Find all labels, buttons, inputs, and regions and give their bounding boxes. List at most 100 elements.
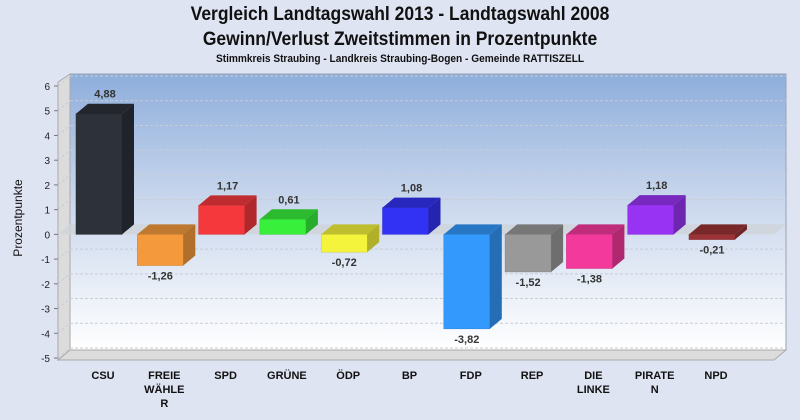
bar-front bbox=[75, 113, 123, 235]
bar-4 bbox=[320, 224, 380, 253]
gridline-side bbox=[57, 273, 71, 285]
bar-side bbox=[183, 224, 196, 266]
y-tick-label: -4 bbox=[41, 329, 50, 340]
gridline-side bbox=[57, 100, 71, 112]
bar-front bbox=[198, 205, 245, 235]
bar-front bbox=[688, 234, 736, 240]
data-label: 4,88 bbox=[94, 89, 115, 101]
bar-5 bbox=[382, 197, 441, 235]
bar-7 bbox=[504, 224, 564, 273]
gridline-side bbox=[57, 347, 71, 359]
y-tick-label: 0 bbox=[44, 230, 50, 241]
data-label: -0,21 bbox=[699, 245, 724, 257]
gridline-side bbox=[57, 322, 71, 334]
bar-side bbox=[428, 197, 441, 235]
bar-front bbox=[259, 219, 307, 235]
data-label: 1,18 bbox=[646, 180, 667, 192]
x-tick-label: REP bbox=[521, 370, 544, 382]
y-tick-label: -2 bbox=[41, 280, 50, 291]
y-tick-label: 1 bbox=[44, 206, 50, 217]
data-label: 1,17 bbox=[217, 180, 238, 192]
bar-side bbox=[612, 224, 625, 269]
x-tick-label: FREIE bbox=[148, 370, 180, 382]
chart-title: Vergleich Landtagswahl 2013 - Landtagswa… bbox=[190, 4, 610, 25]
data-label: -1,38 bbox=[577, 273, 602, 285]
bar-3 bbox=[259, 209, 318, 235]
bar-side bbox=[367, 224, 380, 253]
bar-side bbox=[305, 209, 318, 235]
bar-top bbox=[566, 224, 625, 235]
x-tick-label: FDP bbox=[460, 370, 482, 382]
gridline-side bbox=[57, 75, 71, 87]
bar-front bbox=[627, 204, 674, 235]
x-tick-label: BP bbox=[402, 370, 417, 382]
y-tick-label: -1 bbox=[41, 255, 50, 266]
bar-top bbox=[76, 103, 134, 114]
y-tick-label: -3 bbox=[41, 305, 50, 316]
y-tick-label: 5 bbox=[44, 107, 50, 118]
left-wall bbox=[57, 73, 71, 362]
bar-top bbox=[627, 195, 686, 206]
chart-region-subtitle: Stimmkreis Straubing - Landkreis Straubi… bbox=[215, 53, 585, 65]
bar-side bbox=[735, 224, 747, 240]
chart-subtitle: Gewinn/Verlust Zweitstimmen in Prozentpu… bbox=[202, 29, 598, 50]
bar-9 bbox=[627, 195, 686, 235]
bar-1 bbox=[137, 224, 196, 266]
x-tick-label: N bbox=[651, 384, 659, 396]
x-tick-label: PIRATE bbox=[635, 370, 675, 382]
y-tick-label: 6 bbox=[44, 82, 50, 93]
gridline-side bbox=[57, 125, 71, 136]
data-label: -0,72 bbox=[332, 257, 357, 269]
bar-front bbox=[504, 234, 552, 273]
y-tick-label: -5 bbox=[41, 354, 50, 365]
x-tick-label: GRÜNE bbox=[267, 369, 307, 382]
bar-8 bbox=[566, 224, 625, 269]
bar-side bbox=[244, 195, 257, 235]
floor bbox=[56, 349, 788, 361]
y-axis-label: Prozentpunkte bbox=[11, 179, 25, 257]
bar-front bbox=[382, 207, 429, 235]
bar-side bbox=[489, 224, 502, 329]
data-label: 0,61 bbox=[278, 194, 299, 206]
bar-top bbox=[443, 224, 502, 235]
data-label: -1,26 bbox=[148, 271, 173, 283]
bar-top bbox=[505, 224, 564, 235]
data-label: -3,82 bbox=[454, 334, 479, 346]
bar-front bbox=[320, 234, 368, 253]
x-tick-label: ÖDP bbox=[336, 369, 360, 382]
y-tick-label: 2 bbox=[44, 181, 50, 192]
gridline-side bbox=[57, 174, 71, 186]
x-tick-label: SPD bbox=[214, 370, 237, 382]
x-tick-label: LINKE bbox=[577, 384, 610, 396]
x-tick-label: R bbox=[160, 398, 168, 410]
bar-top bbox=[137, 224, 196, 235]
y-tick-label: 4 bbox=[44, 131, 50, 142]
data-label: -1,52 bbox=[516, 277, 541, 289]
bar-2 bbox=[198, 195, 257, 235]
bar-top bbox=[259, 209, 318, 220]
bar-top bbox=[689, 224, 747, 235]
x-tick-label: NPD bbox=[704, 370, 727, 382]
bar-top bbox=[198, 195, 257, 206]
x-tick-label: CSU bbox=[91, 370, 114, 382]
x-tick-label: DIE bbox=[584, 370, 602, 382]
bar-front bbox=[443, 234, 491, 330]
bar-top bbox=[321, 224, 380, 235]
bar-side bbox=[122, 103, 134, 235]
bar-6 bbox=[443, 224, 502, 330]
gridline-side bbox=[57, 248, 71, 260]
y-tick-label: 3 bbox=[44, 156, 50, 167]
data-label: 1,08 bbox=[401, 183, 422, 195]
gridline-side bbox=[57, 149, 71, 161]
bar-front bbox=[137, 234, 184, 266]
bar-front bbox=[566, 234, 613, 269]
bar-side bbox=[551, 224, 564, 272]
gridline-side bbox=[57, 298, 71, 309]
bar-10 bbox=[688, 224, 747, 240]
gridline-side bbox=[57, 199, 71, 211]
bar-side bbox=[673, 195, 686, 235]
x-tick-label: WÄHLE bbox=[144, 383, 184, 396]
bar-0 bbox=[75, 103, 134, 235]
bar-top bbox=[382, 197, 441, 208]
